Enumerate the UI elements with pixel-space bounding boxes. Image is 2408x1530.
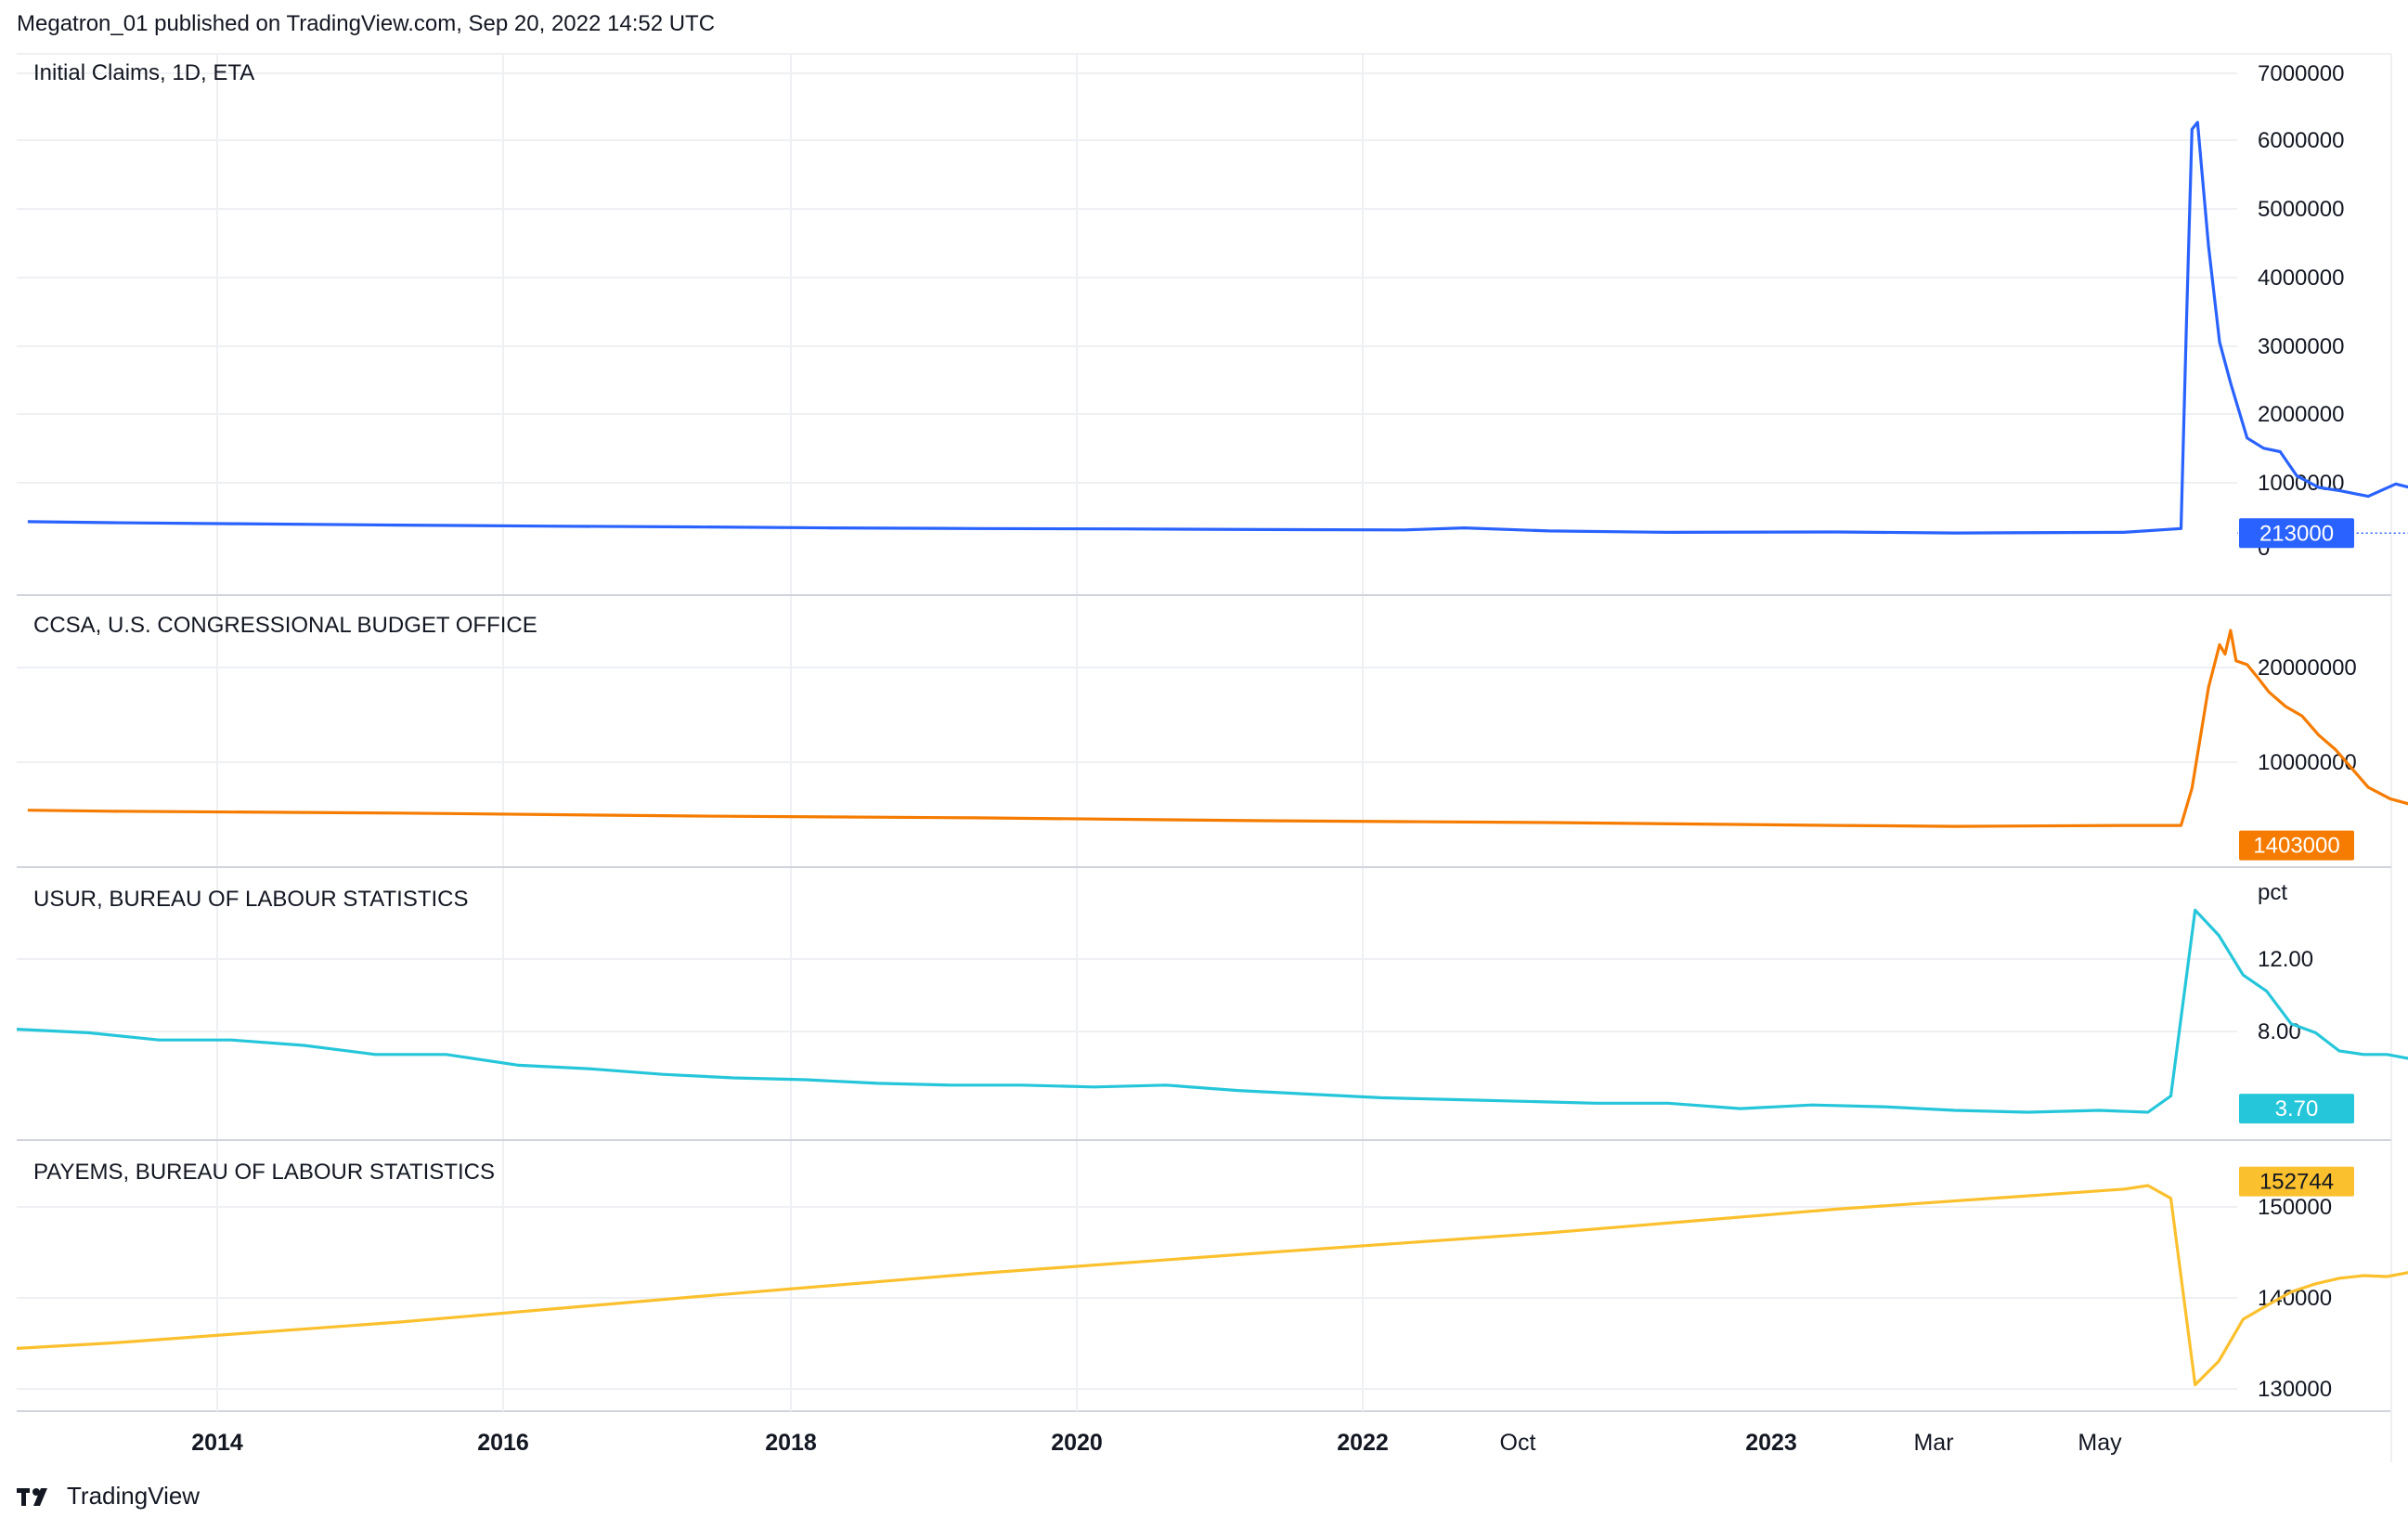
y-tick-label: 130000 bbox=[2258, 1377, 2332, 1402]
last-value-badge bbox=[2239, 518, 2354, 549]
x-tick-label: 2022 bbox=[1337, 1430, 1389, 1456]
y-tick-label: 2000000 bbox=[2258, 402, 2344, 427]
y-tick-label: 6000000 bbox=[2258, 128, 2344, 153]
pane-title: USUR, BUREAU OF LABOUR STATISTICS bbox=[33, 887, 469, 912]
series-line-initial-claims[interactable] bbox=[27, 121, 2408, 535]
y-tick-label: 4000000 bbox=[2258, 266, 2344, 291]
pane-title: Initial Claims, 1D, ETA bbox=[33, 60, 254, 85]
last-value-label: 213000 bbox=[2259, 521, 2334, 546]
series-line-ccsa[interactable] bbox=[27, 629, 2408, 846]
y-tick-label: 1000000 bbox=[2258, 471, 2344, 496]
y-tick-label: 5000000 bbox=[2258, 197, 2344, 222]
pane-title: PAYEMS, BUREAU OF LABOUR STATISTICS bbox=[33, 1160, 495, 1185]
tradingview-logo-icon bbox=[17, 1487, 47, 1506]
y-tick-label: 7000000 bbox=[2258, 61, 2344, 86]
y-axis-unit: pct bbox=[2258, 880, 2287, 905]
y-tick-label: 10000000 bbox=[2258, 750, 2357, 775]
y-tick-label: 3000000 bbox=[2258, 334, 2344, 359]
publisher-caption: Megatron_01 published on TradingView.com… bbox=[17, 11, 716, 36]
x-tick-label: May bbox=[2078, 1430, 2122, 1456]
x-tick-label: 2023 bbox=[1745, 1430, 1797, 1456]
last-value-badge bbox=[2239, 830, 2354, 861]
pane-title: CCSA, U.S. CONGRESSIONAL BUDGET OFFICE bbox=[33, 613, 537, 638]
x-tick-label: 2018 bbox=[765, 1430, 817, 1456]
last-value-label: 1403000 bbox=[2253, 834, 2339, 859]
x-tick-label: 2016 bbox=[477, 1430, 529, 1456]
last-value-label: 3.70 bbox=[2275, 1096, 2319, 1122]
y-tick-label: 20000000 bbox=[2258, 655, 2357, 681]
x-tick-label: Oct bbox=[1500, 1430, 1536, 1456]
tradingview-brand[interactable]: TradingView bbox=[17, 1482, 200, 1511]
last-value-badge bbox=[2239, 1166, 2354, 1197]
brand-name: TradingView bbox=[67, 1482, 201, 1510]
y-tick-label: 8.00 bbox=[2258, 1019, 2301, 1044]
series-line-usur[interactable] bbox=[16, 908, 2408, 1114]
x-tick-label: 2020 bbox=[1051, 1430, 1103, 1456]
x-tick-label: 2014 bbox=[191, 1430, 243, 1456]
series-line-payems[interactable] bbox=[16, 1182, 2408, 1387]
last-value-badge bbox=[2239, 1094, 2354, 1124]
x-tick-label: Mar bbox=[1913, 1430, 1953, 1456]
y-tick-label: 150000 bbox=[2258, 1195, 2332, 1220]
last-value-label: 152744 bbox=[2259, 1170, 2334, 1195]
y-tick-label: 12.00 bbox=[2258, 947, 2313, 972]
